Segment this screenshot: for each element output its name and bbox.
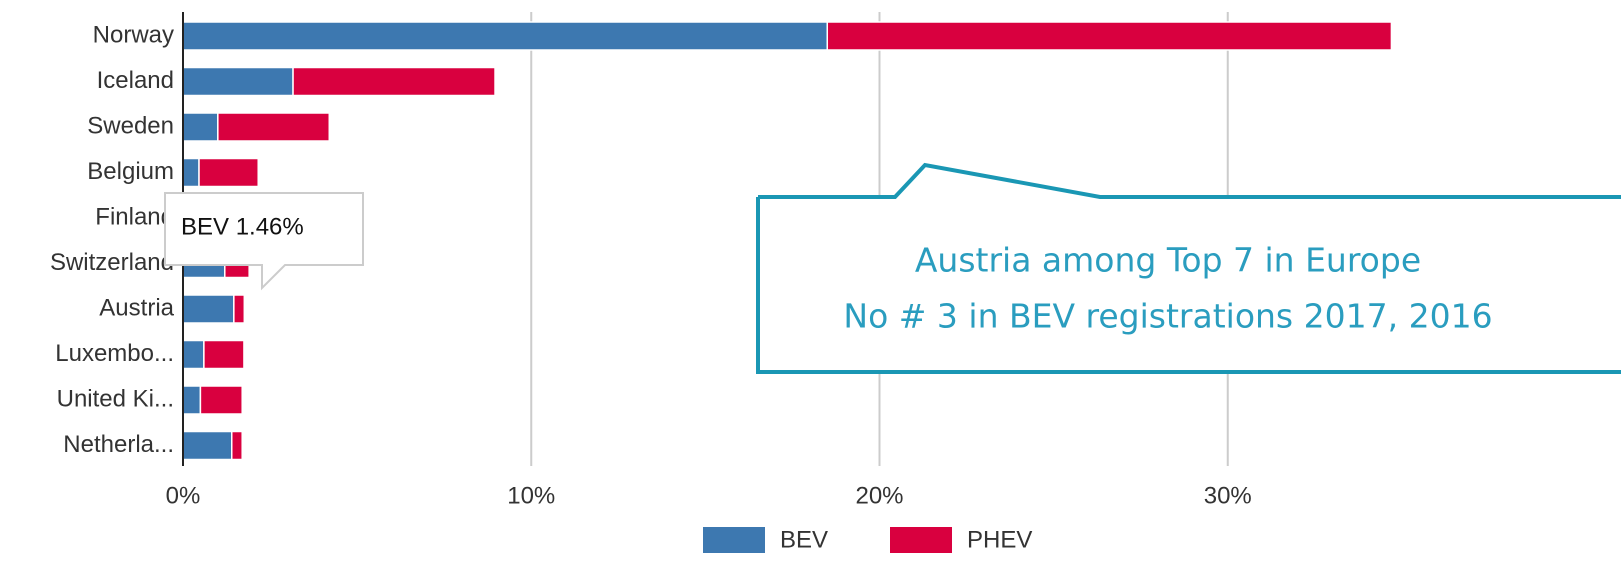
bar-segment [182, 294, 235, 324]
bar-segment [182, 339, 205, 370]
bar-segment [292, 66, 496, 97]
y-tick-label: Norway [93, 21, 174, 48]
bar-segment [233, 294, 246, 324]
bar-segment [182, 157, 200, 188]
x-tick-label: 30% [1204, 482, 1252, 509]
y-tick-label: United Ki... [57, 385, 174, 412]
legend: BEV PHEV [703, 526, 1032, 553]
legend-swatch [890, 527, 952, 553]
bars [182, 21, 1393, 461]
y-tick-label: Belgium [87, 158, 174, 185]
bar-segment [182, 21, 829, 51]
bar-segment [198, 157, 259, 188]
y-tick-label: Sweden [87, 112, 174, 139]
legend-label: PHEV [967, 526, 1032, 553]
bar-segment [217, 112, 331, 142]
bar-segment [182, 112, 219, 142]
callout [756, 162, 1621, 374]
bar-segment [199, 385, 243, 415]
tooltip-text: BEV 1.46% [181, 213, 304, 240]
annotation: Austria among Top 7 in Europe No # 3 in … [756, 162, 1621, 374]
bar-segment [182, 430, 233, 461]
y-tick-label: Netherla... [63, 431, 174, 458]
legend-swatch [703, 527, 765, 553]
bar-segment [203, 339, 245, 370]
callout-fill [760, 199, 1621, 370]
x-tick-label: 10% [507, 482, 555, 509]
y-tick-label: Luxembo... [55, 340, 174, 367]
y-tick-label: Iceland [97, 67, 174, 94]
y-tick-label: Switzerland [50, 249, 174, 276]
y-tick-label: Finland [95, 203, 174, 230]
annotation-line: No # 3 in BEV registrations 2017, 2016 [843, 297, 1492, 336]
y-tick-label: Austria [99, 294, 174, 321]
annotation-line: Austria among Top 7 in Europe [915, 241, 1421, 280]
tooltip-box [164, 192, 364, 291]
x-tick-label: 0% [166, 482, 201, 509]
bar-segment [182, 385, 202, 415]
x-tick-label: 20% [855, 482, 903, 509]
bar-segment [182, 66, 294, 97]
bar-segment [231, 430, 243, 461]
labels: 0% 10% 20% 30% Norway Iceland Sweden Belgium Fin… [50, 21, 1252, 509]
bar-segment [826, 21, 1393, 51]
tooltip: BEV 1.46% [164, 192, 364, 291]
legend-label: BEV [780, 526, 828, 553]
